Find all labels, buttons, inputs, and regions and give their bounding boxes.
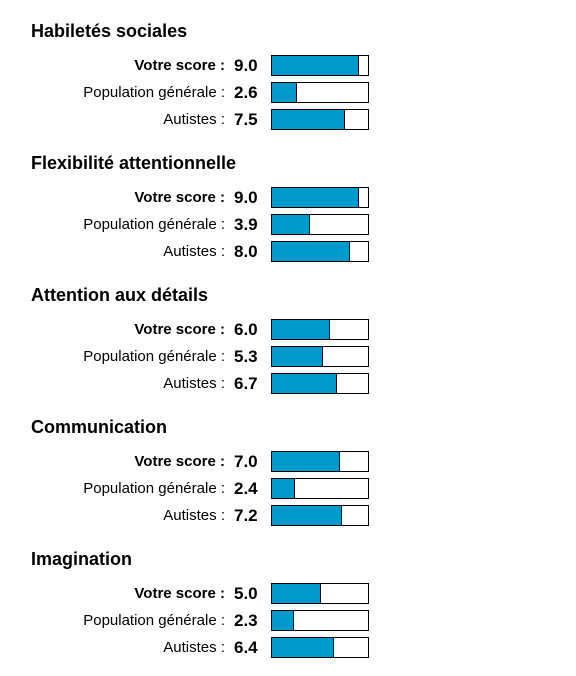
section-group: Communication Votre score : 7.0 Population … [31,417,369,526]
row-value-label: 9.0 [234,188,258,207]
bar-fill [271,610,294,631]
bar-fill [271,187,359,208]
bar-fill [271,505,342,526]
row-label: Votre score : [134,189,225,206]
row-value-label: 7.2 [234,506,258,525]
row-label: Population générale : [83,216,225,233]
bar-fill [271,319,330,340]
row-value-label: 2.3 [234,611,258,630]
bar-fill [271,478,295,499]
row-value-label: 6.0 [234,320,258,339]
row-value-label: 5.3 [234,347,258,366]
row-value-label: 3.9 [234,215,258,234]
section-group: Habiletés sociales Votre score : 9.0 Popula… [31,21,369,130]
bar-fill [271,109,345,130]
row-value-label: 7.0 [234,452,258,471]
bar-fill [271,214,310,235]
row-value-label: 9.0 [234,56,258,75]
bar-fill [271,241,350,262]
bar-fill [271,55,359,76]
row-label: Autistes : [163,639,225,656]
row-label: Autistes : [163,507,225,524]
bar-fill [271,346,323,367]
row-label: Votre score : [134,585,225,602]
row-label: Autistes : [163,375,225,392]
bar-fill [271,82,297,103]
row-label: Votre score : [134,321,225,338]
bar-fill [271,373,337,394]
section-title: Communication [31,417,167,437]
row-label: Autistes : [163,243,225,260]
row-value-label: 5.0 [234,584,258,603]
row-label: Population générale : [83,612,225,629]
bar-fill [271,637,334,658]
section-group: Attention aux détails Votre score : 6.0 Pop… [31,285,369,394]
row-label: Autistes : [163,111,225,128]
row-label: Votre score : [134,453,225,470]
section-title: Habiletés sociales [31,21,187,41]
row-value-label: 6.7 [234,374,258,393]
section-title: Attention aux détails [31,285,208,305]
section-title: Flexibilité attentionnelle [31,153,236,173]
row-value-label: 7.5 [234,110,258,129]
row-label: Population générale : [83,348,225,365]
row-label: Population générale : [83,84,225,101]
section-group: Flexibilité attentionnelle Votre score : 9… [31,153,369,262]
bar-fill [271,451,340,472]
row-value-label: 2.6 [234,83,258,102]
section-title: Imagination [31,549,132,569]
row-value-label: 2.4 [234,479,258,498]
row-value-label: 8.0 [234,242,258,261]
row-label: Population générale : [83,480,225,497]
bar-fill [271,583,321,604]
row-value-label: 6.4 [234,638,258,657]
row-label: Votre score : [134,57,225,74]
